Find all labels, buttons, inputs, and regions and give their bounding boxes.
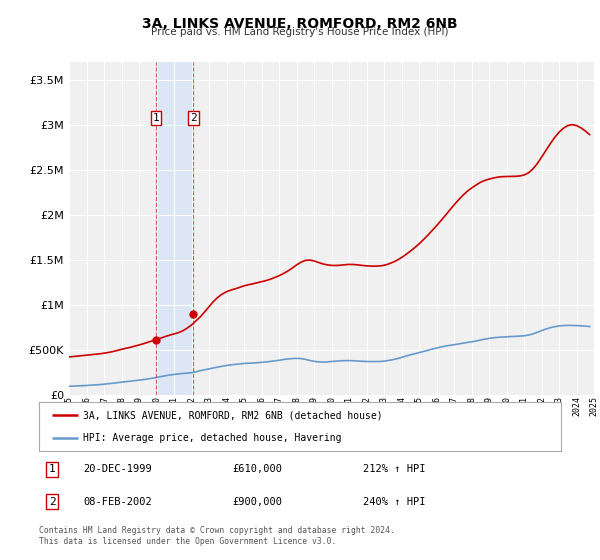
Text: 3A, LINKS AVENUE, ROMFORD, RM2 6NB (detached house): 3A, LINKS AVENUE, ROMFORD, RM2 6NB (deta…	[83, 410, 383, 421]
Text: £900,000: £900,000	[232, 497, 282, 507]
Text: 1: 1	[152, 113, 160, 123]
Text: 3A, LINKS AVENUE, ROMFORD, RM2 6NB: 3A, LINKS AVENUE, ROMFORD, RM2 6NB	[142, 17, 458, 31]
Text: HPI: Average price, detached house, Havering: HPI: Average price, detached house, Have…	[83, 433, 342, 444]
Text: 212% ↑ HPI: 212% ↑ HPI	[362, 464, 425, 474]
Text: Contains HM Land Registry data © Crown copyright and database right 2024.
This d: Contains HM Land Registry data © Crown c…	[39, 526, 395, 546]
Text: 20-DEC-1999: 20-DEC-1999	[83, 464, 152, 474]
Text: Price paid vs. HM Land Registry's House Price Index (HPI): Price paid vs. HM Land Registry's House …	[151, 27, 449, 37]
Bar	[156, 62, 193, 395]
Text: 2: 2	[190, 113, 197, 123]
Text: 240% ↑ HPI: 240% ↑ HPI	[362, 497, 425, 507]
Text: 08-FEB-2002: 08-FEB-2002	[83, 497, 152, 507]
Text: 1: 1	[49, 464, 55, 474]
Text: 2: 2	[49, 497, 55, 507]
Text: £610,000: £610,000	[232, 464, 282, 474]
